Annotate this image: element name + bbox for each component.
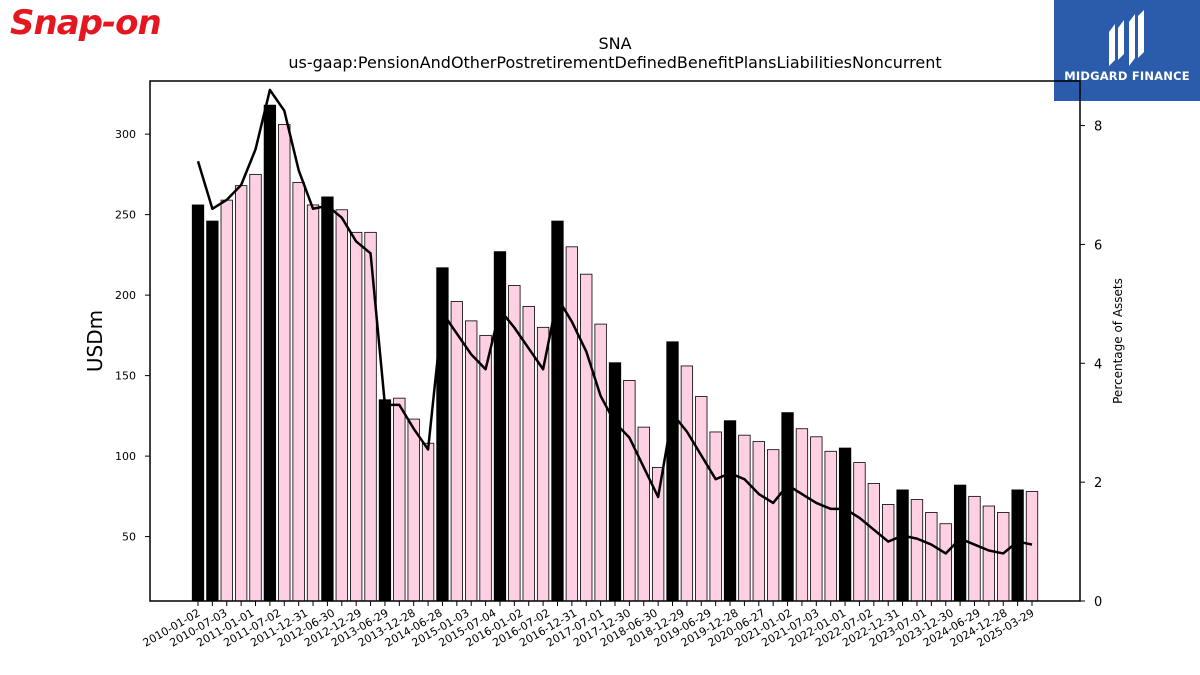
bar-2018-06-30 [680,365,694,602]
bar-2022-12-31 [939,523,952,602]
bar-2019-06-29 [738,434,751,602]
bar-2010-07-03 [220,199,233,602]
percentage-of-assets-line [196,88,1033,555]
bar-2021-07-03 [853,462,866,602]
bar-2018-12-29 [709,431,722,602]
bar-2022-04-02 [896,489,909,602]
y2-tick-label: 6 [1094,238,1102,253]
y2-tick-label: 0 [1094,595,1102,610]
bar-2013-03-30 [378,399,392,602]
y2-tick-label: 2 [1094,476,1102,491]
y-tick-label: 300 [115,128,136,141]
bar-2013-09-28 [407,418,420,602]
y-tick-label: 250 [115,209,136,222]
y-tick-label: 200 [115,289,136,302]
bar-2024-06-29 [1025,491,1039,602]
bar-2016-12-31 [594,323,607,602]
bar-2022-07-02 [910,499,924,602]
y-axis-label: USDm [83,310,107,372]
y2-tick-label: 8 [1094,120,1102,135]
bar-2022-10-01 [925,512,938,602]
bar-2012-09-29 [350,231,363,602]
bar-2015-04-04 [493,251,507,602]
bar-2019-03-30 [723,420,737,602]
bar-2011-10-01 [292,182,305,602]
bar-2017-07-01 [623,380,636,602]
bar-2020-03-28 [781,412,794,602]
bar-2016-04-02 [551,220,564,602]
bar-2016-10-01 [580,273,593,602]
bar-2012-03-31 [321,196,334,602]
chart-title: SNA [598,34,631,53]
bar-2013-06-29 [393,397,406,602]
y2-tick-label: 4 [1094,357,1102,372]
bar-2018-09-29 [695,396,708,602]
bar-2015-01-03 [479,334,492,602]
bar-2013-12-28 [421,442,435,602]
bar-2021-01-02 [824,450,837,602]
bar-2010-01-02 [191,204,205,602]
bar-2017-09-30 [637,426,650,602]
y2-axis-label: Percentage of Assets [1111,278,1125,404]
bar-2011-12-31 [306,204,320,602]
bar-2011-01-01 [249,173,262,602]
bar-2014-06-28 [450,301,463,602]
y-tick-label: 100 [115,450,136,463]
chart-subtitle: us-gaap:PensionAndOtherPostretirementDef… [288,53,941,72]
midgard-logo-icon [1109,10,1144,66]
bar-2014-09-27 [465,320,478,602]
bar-2016-07-02 [565,246,579,602]
bar-2019-12-28 [767,449,780,602]
bar-2023-09-30 [982,505,996,602]
bar-2017-04-01 [608,362,622,602]
bar-2021-04-03 [838,447,852,602]
bar-2010-10-02 [234,185,248,602]
bar-2011-04-02 [263,104,277,602]
bar-2022-01-01 [882,504,895,602]
bar-2020-06-27 [795,428,809,602]
brand-name: Snap-on [10,3,161,42]
snap-on-logo: Snap-on [10,3,162,42]
bar-2018-03-31 [666,341,679,602]
bar-2010-04-03 [206,220,219,602]
bar-2023-12-30 [997,512,1010,602]
bar-2021-10-02 [867,483,880,602]
y-tick-label: 150 [115,370,136,383]
bar-2012-06-30 [335,209,348,602]
midgard-finance-badge: MIDGARD FINANCE [1054,0,1200,101]
bar-2020-09-26 [810,436,823,602]
y-tick-label: 50 [122,531,136,544]
badge-name: MIDGARD FINANCE [1064,69,1190,83]
bar-2011-07-02 [278,124,291,602]
bar-2023-07-01 [968,495,981,602]
bar-2019-09-28 [752,441,765,602]
